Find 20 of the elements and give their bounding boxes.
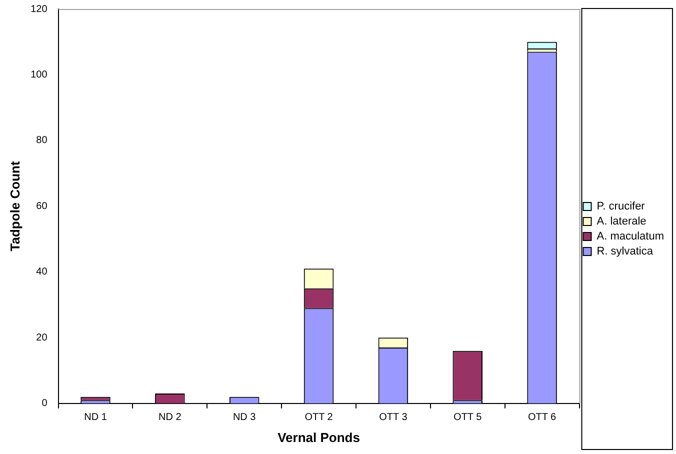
x-tick-label: ND 3 xyxy=(232,412,256,424)
y-tick-label: 40 xyxy=(36,266,48,278)
x-tick-label: OTT 6 xyxy=(528,412,557,424)
y-tick-label: 80 xyxy=(36,135,48,146)
y-tick-label: 60 xyxy=(36,200,48,212)
legend-label: A. maculatum xyxy=(596,230,664,243)
legend-label: R. sylvatica xyxy=(596,246,654,258)
legend-label: A. laterale xyxy=(596,216,646,228)
y-tick-label: 100 xyxy=(30,69,48,80)
x-tick-label: ND 2 xyxy=(158,412,182,424)
x-tick-label: OTT 2 xyxy=(304,412,334,424)
y-tick-label: 0 xyxy=(42,398,48,410)
y-axis-title: Tadpole Count xyxy=(7,160,22,252)
x-axis-title: Vernal Ponds xyxy=(278,430,360,445)
y-tick-label: 120 xyxy=(30,4,48,15)
x-tick-label: ND 1 xyxy=(84,412,108,424)
legend-label: P. crucifer xyxy=(596,200,646,213)
y-tick-label: 20 xyxy=(36,332,48,344)
x-tick-label: OTT 3 xyxy=(379,412,408,424)
x-tick-label: OTT 5 xyxy=(454,412,482,424)
